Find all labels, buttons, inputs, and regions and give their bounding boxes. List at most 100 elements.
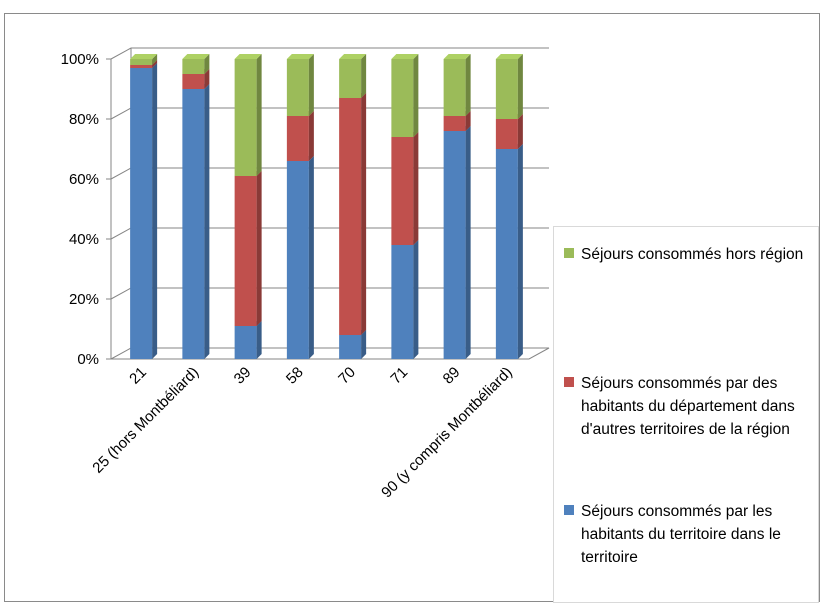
bar-segment (443, 54, 471, 116)
chart-legend: Séjours consommés hors région Séjours co… (553, 226, 819, 603)
bar-side (204, 84, 210, 359)
bar-front (391, 59, 414, 137)
bar-front (443, 116, 466, 131)
bar-top (234, 54, 262, 59)
bar-front (495, 119, 518, 149)
bar-top (130, 54, 158, 59)
bar-front (234, 176, 257, 326)
bar-side (308, 54, 314, 116)
x-tick-label: 71 (387, 364, 411, 388)
bar-side (152, 60, 158, 68)
bar-segment (234, 171, 262, 326)
gridline (110, 287, 549, 300)
bar-front (495, 59, 518, 119)
bar-front (182, 89, 205, 359)
bar-side (413, 132, 419, 245)
bar-front (495, 149, 518, 359)
bar-front (339, 335, 362, 359)
bar-front (130, 68, 153, 359)
bar-segment (391, 240, 419, 359)
bar-segment (130, 54, 158, 65)
bar-top (495, 54, 523, 59)
legend-label-territoire: Séjours consommés par les habitants du t… (581, 503, 781, 566)
bar-top (286, 54, 314, 59)
bar-front (130, 59, 153, 65)
y-tick-label: 60% (69, 171, 99, 188)
bar-side (256, 321, 262, 359)
bar-top (182, 54, 210, 59)
y-tick-label: 40% (69, 231, 99, 248)
bar-side (204, 69, 210, 89)
legend-label-autres-territoires: Séjours consommés par des habitants du d… (581, 375, 795, 438)
bar-segment (182, 84, 210, 359)
bar-segment (495, 144, 523, 359)
bar-front (286, 161, 309, 359)
bar-side (361, 54, 367, 98)
bar-side (361, 330, 367, 359)
bar-segment (286, 156, 314, 359)
bar-side (308, 111, 314, 161)
bar-front (443, 59, 466, 116)
bar-front (339, 98, 362, 335)
legend-swatch-autres-territoires (564, 377, 574, 387)
y-tick-label: 0% (77, 351, 99, 368)
gridline (110, 227, 549, 240)
bar-top (339, 54, 367, 59)
bar-side (256, 171, 262, 326)
bar-front (234, 326, 257, 359)
bar-front (286, 116, 309, 161)
bar-segment (443, 126, 471, 359)
bar-side (152, 63, 158, 359)
y-tick-label: 100% (61, 51, 99, 68)
bar-front (182, 74, 205, 89)
bar-side (413, 240, 419, 359)
bar-front (391, 245, 414, 359)
gridline (110, 167, 549, 180)
legend-swatch-territoire (564, 505, 574, 515)
bar-front (339, 59, 362, 98)
bar-segment (234, 54, 262, 176)
chart-frame: 0% 20% 40% 60% 80% 100% 21 25 (hors Montbéliard… (4, 13, 820, 603)
bar-top (443, 54, 471, 59)
legend-swatch-hors-region (564, 248, 574, 258)
x-tick-label: 21 (126, 364, 150, 388)
y-tick-label: 20% (69, 291, 99, 308)
x-tick-label: 70 (335, 364, 359, 388)
bar-segment (495, 54, 523, 119)
bar-segment (339, 93, 367, 335)
bar-segment (391, 54, 419, 137)
x-tick-label: 89 (440, 364, 464, 388)
gridline (110, 107, 549, 120)
bar-front (234, 59, 257, 176)
bar-side (413, 54, 419, 137)
x-tick-label: 58 (283, 364, 307, 388)
bar-segment (286, 111, 314, 161)
bar-front (443, 131, 466, 359)
bar-segment (495, 114, 523, 149)
x-tick-label: 25 (hors Montbéliard) (89, 364, 202, 477)
bar-side (361, 93, 367, 335)
bar-segment (339, 54, 367, 98)
bar-side (256, 54, 262, 176)
bar-front (130, 65, 153, 68)
bar-front (182, 59, 205, 74)
x-tick-label: 39 (231, 364, 255, 388)
bar-side (517, 144, 523, 359)
bar-segment (182, 54, 210, 74)
bar-side (465, 111, 471, 131)
bar-side (152, 54, 158, 65)
bar-segment (286, 54, 314, 116)
bar-front (286, 59, 309, 116)
bar-side (204, 54, 210, 74)
bar-side (465, 54, 471, 116)
y-tick-label: 80% (69, 111, 99, 128)
bar-segment (130, 63, 158, 359)
bar-segment (234, 321, 262, 359)
bar-side (465, 126, 471, 359)
bar-side (308, 156, 314, 359)
bar-side (517, 114, 523, 149)
bar-segment (391, 132, 419, 245)
legend-label-hors-region: Séjours consommés hors région (581, 246, 804, 263)
chart-floor (110, 347, 550, 360)
